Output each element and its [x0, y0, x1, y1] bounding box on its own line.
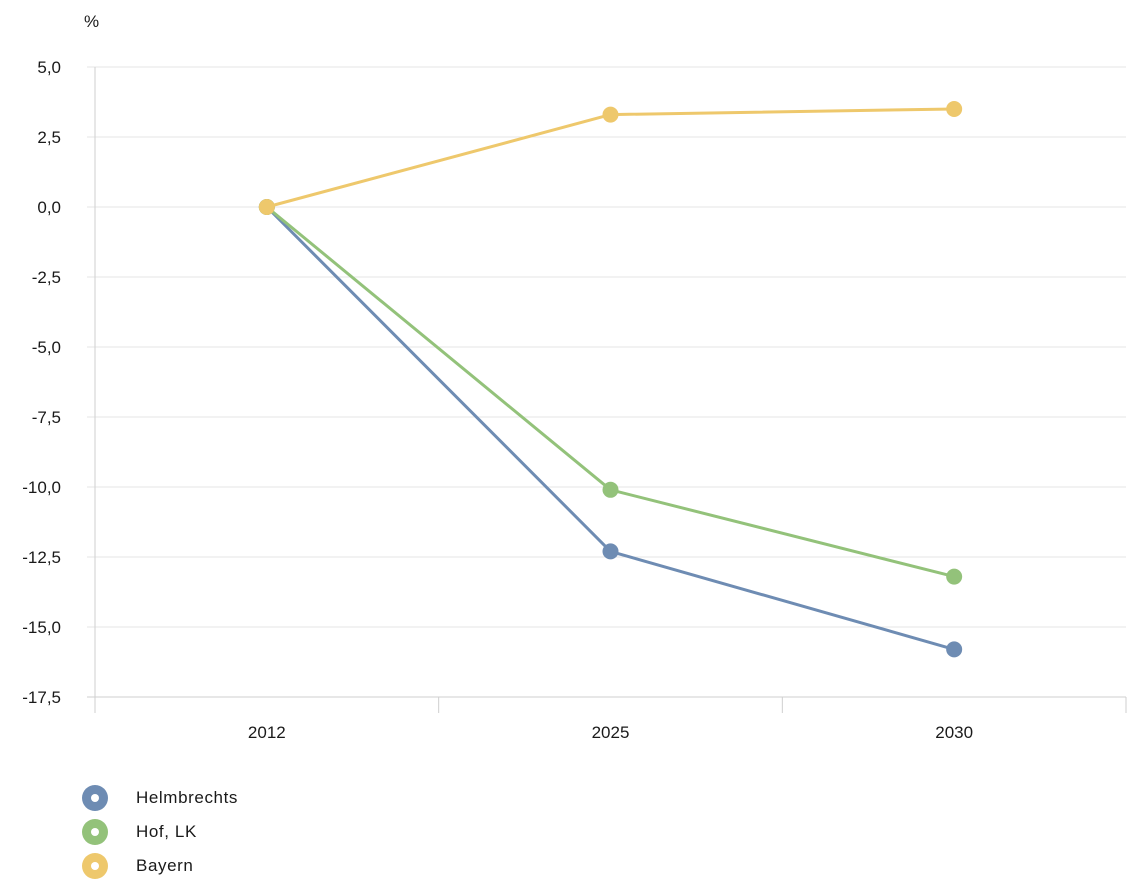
data-point[interactable]: [946, 101, 963, 117]
series-line: [265, 205, 956, 579]
y-tick-label: -17,5: [22, 688, 61, 707]
data-point[interactable]: [946, 568, 963, 585]
series-1: [258, 199, 963, 585]
y-tick-label: -7,5: [32, 408, 61, 427]
legend-item-bayern[interactable]: Bayern: [82, 850, 238, 881]
y-tick-label: -2,5: [32, 268, 61, 287]
y-tick-label: -5,0: [32, 338, 61, 357]
legend-label: Hof, LK: [136, 821, 197, 841]
legend: Helmbrechts Hof, LK Bayern: [82, 782, 238, 884]
axis-layer: 5,0 2,5 0,0 -2,5 -5,0 -7,5 -10,0 -12,5 -15,0 -17,…: [22, 58, 1127, 742]
y-tick-label: 0,0: [37, 198, 61, 217]
x-tick-label: 2030: [935, 723, 973, 742]
legend-marker-icon: [82, 852, 108, 879]
grid-layer: [87, 66, 1126, 698]
legend-marker-icon: [82, 818, 108, 845]
series-layer: [258, 101, 963, 658]
y-axis-unit-label: %: [84, 12, 99, 31]
y-tick-label: -15,0: [22, 618, 61, 637]
data-point[interactable]: [602, 543, 619, 560]
legend-label: Helmbrechts: [136, 787, 239, 807]
y-tick-label: -10,0: [22, 478, 61, 497]
x-tick-label: 2012: [248, 723, 286, 742]
series-line: [265, 107, 956, 209]
x-tick-label: 2025: [592, 723, 630, 742]
series-2: [258, 101, 963, 215]
legend-marker-icon: [82, 784, 108, 811]
legend-item-hof-lk[interactable]: Hof, LK: [82, 816, 238, 847]
data-point[interactable]: [946, 641, 963, 658]
y-tick-label: 2,5: [37, 128, 61, 147]
legend-item-helmbrechts[interactable]: Helmbrechts: [82, 782, 238, 813]
y-tick-label: 5,0: [37, 58, 61, 77]
data-point[interactable]: [602, 106, 619, 123]
data-point[interactable]: [258, 199, 275, 215]
legend-label: Bayern: [136, 855, 194, 875]
series-0: [258, 199, 963, 658]
data-point[interactable]: [602, 481, 619, 498]
series-line: [265, 205, 956, 651]
line-chart: % 5,0 2,5 0,0 -2,5 -5,0 -7,5 -10,0 -12,5 -15,0 -1…: [22, 12, 1127, 742]
y-tick-label: -12,5: [22, 548, 61, 567]
